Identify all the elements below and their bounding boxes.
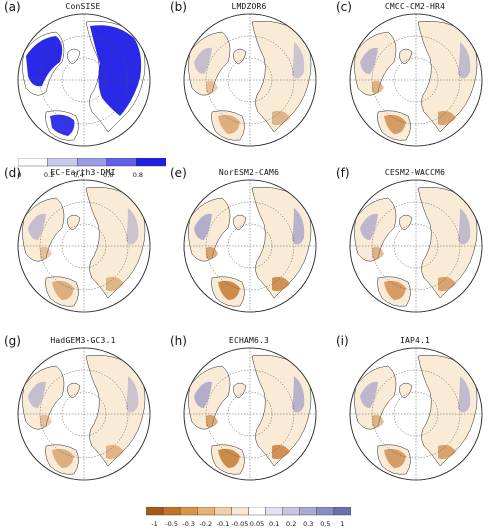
panel-title: IAP4.1 [399,336,431,345]
colorbar-swatch [136,157,167,167]
polar-map [16,12,152,148]
colorbar-swatch [197,506,215,516]
polar-map-graphic [183,13,317,147]
panel-title: CESM2-WACCM6 [384,168,446,177]
panel-label: (e) [170,166,187,180]
panel-title: EC-Earth3-DMI [50,168,116,177]
colorbar-tick-label: 0.1 [268,520,280,528]
colorbar-swatch [162,506,181,516]
diff-colorbar: -1 -0.5 -0.3 -0.2 -0.1 -0.05 0.05 0.1 0.2 0.3 0.5 1 [145,501,352,528]
colorbar-swatch [179,506,198,516]
colorbar-tick-label: 0.2 [286,520,297,528]
map-panel: (i) IAP4.1 [332,334,498,506]
colorbar-swatch [248,506,266,516]
diff-colorbar-bar [145,506,352,516]
colorbar-swatch [316,506,335,516]
panel-title: CMCC-CM2-HR4 [384,2,446,11]
panel-label: (b) [170,0,187,14]
polar-map-graphic [17,347,151,481]
colorbar-tick-label: -0.2 [199,520,213,528]
map-panel: (e) NorESM2-CAM6 [166,166,332,338]
panel-label: (h) [170,334,187,348]
colorbar-swatch [17,157,48,167]
polar-map-graphic [17,13,151,147]
polar-map-graphic [183,347,317,481]
polar-map [348,178,484,314]
colorbar-swatch [265,506,283,516]
polar-map-graphic [349,347,483,481]
colorbar-swatch [333,506,352,516]
panel-label: (c) [336,0,352,14]
snow-colorbar-bar [17,157,167,167]
colorbar-swatch [282,506,300,516]
colorbar-swatch [106,157,137,167]
panel-label: (a) [4,0,21,14]
polar-map-graphic [17,179,151,313]
colorbar-swatch [145,506,164,516]
panel-title: ConSISE [65,2,101,11]
colorbar-swatch [231,506,249,516]
polar-map-graphic [349,13,483,147]
panel-title: LMDZOR6 [231,2,267,11]
polar-map [182,12,318,148]
colorbar-tick-label: -0.1 [216,520,230,528]
colorbar-tick-label: 0.5 [320,520,331,528]
polar-map [348,12,484,148]
polar-map-graphic [349,179,483,313]
map-panel: (a) ConSISE [0,0,166,172]
snow-colorbar: 0 0.2 0.4 0.6 0.8 [17,152,167,179]
map-panel: (b) LMDZOR6 [166,0,332,172]
panel-label: (g) [4,334,21,348]
panel-label: (d) [4,166,21,180]
colorbar-tick-label: 1 [340,520,345,528]
colorbar-tick-label: -0.05 [231,520,249,528]
colorbar-swatch [299,506,318,516]
panel-label: (f) [336,166,350,180]
colorbar-tick-label: 0.4 [73,171,84,179]
colorbar-tick-label: 0 [17,171,22,179]
colorbar-tick-label: 0.3 [303,520,314,528]
map-panel: (d) EC-Earth3-DMI [0,166,166,338]
map-panel: (c) CMCC-CM2-HR4 [332,0,498,172]
polar-map [16,178,152,314]
polar-map-graphic [183,179,317,313]
panel-title: HadGEM3-GC3.1 [50,336,116,345]
panel-title: ECHAM6.3 [228,336,270,345]
colorbar-tick-label: 0.6 [103,171,114,179]
colorbar-tick-label: -0.5 [165,520,178,528]
panel-label: (i) [336,334,349,348]
colorbar-tick-label: 0.05 [249,520,265,528]
map-panel: (g) HadGEM3-GC3.1 [0,334,166,506]
polar-map [182,178,318,314]
polar-map [348,346,484,482]
colorbar-swatch [77,157,108,167]
colorbar-tick-label: 0.8 [132,171,144,179]
colorbar-tick-label: 0.2 [43,171,55,179]
panel-title: NorESM2-CAM6 [218,168,280,177]
colorbar-swatch [214,506,232,516]
colorbar-swatch [47,157,78,167]
map-panel: (h) ECHAM6.3 [166,334,332,506]
polar-map [16,346,152,482]
map-panel: (f) CESM2-WACCM6 [332,166,498,338]
colorbar-tick-label: -1 [151,520,158,528]
colorbar-tick-label: -0.3 [182,520,196,528]
polar-map [182,346,318,482]
